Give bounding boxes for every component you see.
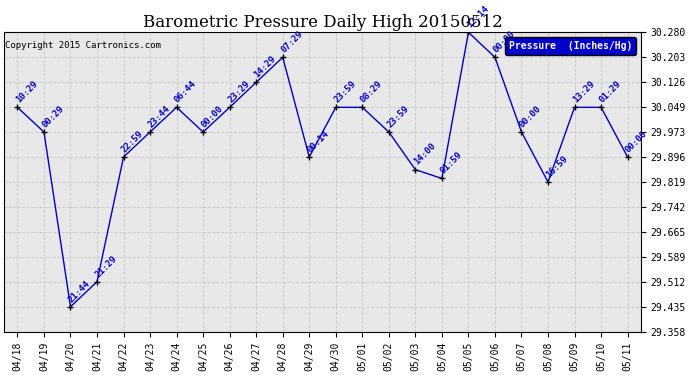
Text: 14:00: 14:00 — [412, 141, 437, 167]
Text: 00:00: 00:00 — [199, 104, 225, 129]
Text: 21:29: 21:29 — [93, 254, 119, 279]
Title: Barometric Pressure Daily High 20150512: Barometric Pressure Daily High 20150512 — [143, 14, 502, 31]
Text: 23:29: 23:29 — [226, 79, 251, 105]
Text: 13:29: 13:29 — [571, 79, 596, 105]
Legend: Pressure  (Inches/Hg): Pressure (Inches/Hg) — [505, 37, 636, 55]
Text: 00:00: 00:00 — [518, 104, 543, 129]
Text: 06:44: 06:44 — [173, 79, 199, 105]
Text: 22:59: 22:59 — [120, 129, 146, 154]
Text: 10:29: 10:29 — [14, 79, 39, 105]
Text: 01:29: 01:29 — [598, 79, 623, 105]
Text: 12:14: 12:14 — [465, 4, 490, 30]
Text: 23:44: 23:44 — [146, 104, 172, 129]
Text: 23:59: 23:59 — [332, 79, 357, 105]
Text: 07:29: 07:29 — [279, 29, 304, 54]
Text: 00:00: 00:00 — [491, 29, 517, 54]
Text: Copyright 2015 Cartronics.com: Copyright 2015 Cartronics.com — [6, 41, 161, 50]
Text: 00:00: 00:00 — [624, 129, 649, 154]
Text: 00:29: 00:29 — [41, 104, 66, 129]
Text: 23:59: 23:59 — [385, 104, 411, 129]
Text: 14:29: 14:29 — [253, 54, 278, 80]
Text: 08:29: 08:29 — [359, 79, 384, 105]
Text: 16:59: 16:59 — [544, 154, 570, 179]
Text: 01:59: 01:59 — [438, 150, 464, 176]
Text: 21:44: 21:44 — [67, 279, 92, 304]
Text: 00:14: 00:14 — [306, 129, 331, 154]
